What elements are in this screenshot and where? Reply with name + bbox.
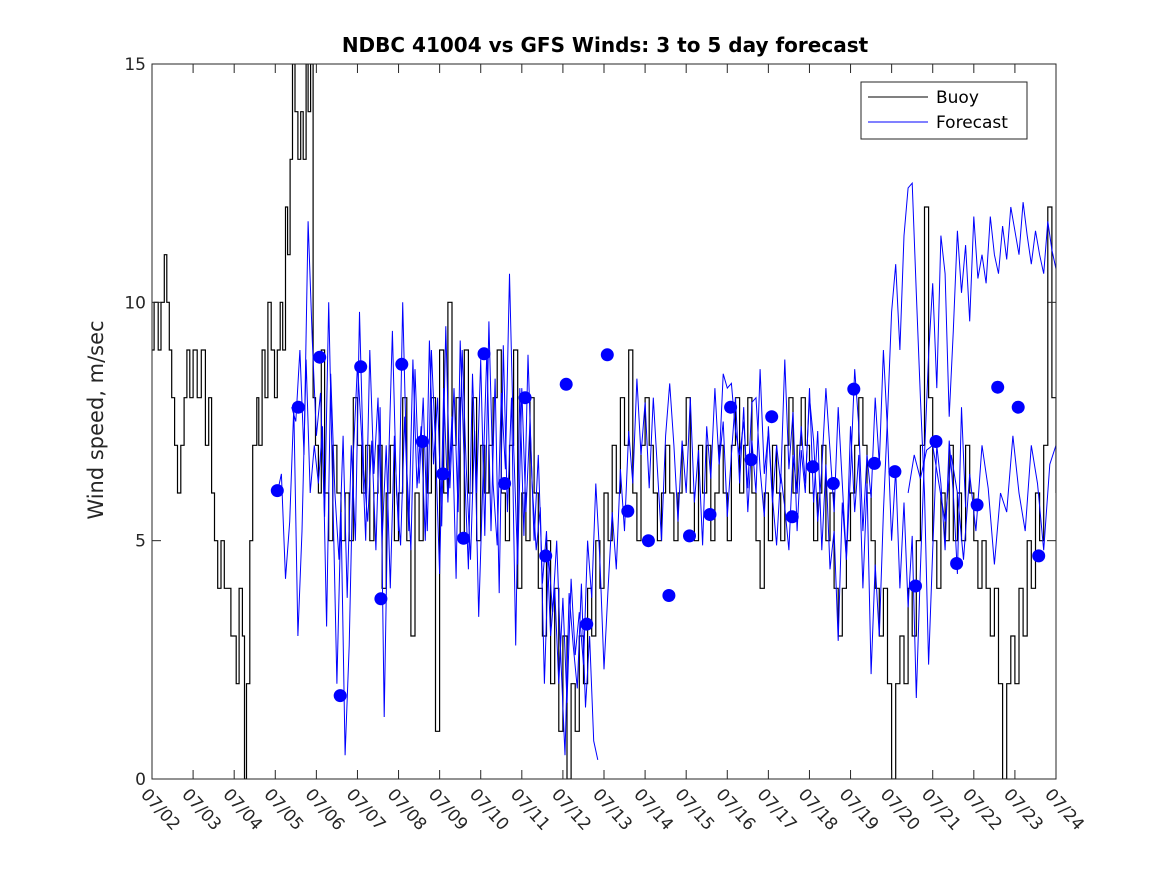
- forecast-point: [313, 350, 327, 364]
- legend-box: [860, 81, 1028, 140]
- forecast-point: [785, 510, 799, 524]
- forecast-point: [847, 382, 861, 396]
- forecast-point: [641, 534, 655, 548]
- forecast-point: [415, 435, 429, 448]
- forecast-point: [806, 460, 820, 474]
- forecast-point: [270, 484, 284, 498]
- forecast-point: [580, 617, 594, 631]
- forecast-series: [276, 181, 1056, 761]
- plot-area: [152, 64, 1056, 779]
- forecast-point: [621, 504, 635, 518]
- legend-label-buoy: Buoy: [936, 88, 979, 108]
- forecast-point: [888, 465, 902, 479]
- forecast-point: [826, 477, 840, 490]
- forecast-point: [354, 360, 368, 374]
- forecast-point: [929, 435, 943, 448]
- forecast-point: [662, 589, 676, 602]
- forecast-point: [909, 579, 922, 593]
- forecast-point: [518, 391, 532, 405]
- buoy-line: [152, 64, 1056, 779]
- y-tick-label: 5: [135, 532, 146, 552]
- forecast-point: [539, 549, 553, 563]
- forecast-point: [991, 380, 1005, 394]
- forecast-line-2: [291, 181, 967, 756]
- forecast-point: [724, 400, 738, 414]
- forecast-points: [270, 347, 1046, 703]
- forecast-point: [498, 477, 512, 490]
- y-tick-label: 10: [124, 293, 146, 313]
- forecast-point: [765, 410, 779, 424]
- forecast-point: [436, 467, 450, 481]
- forecast-point: [395, 357, 409, 371]
- forecast-point: [970, 498, 984, 512]
- forecast-point: [559, 377, 573, 391]
- legend: Buoy Forecast: [860, 81, 1028, 140]
- forecast-point: [457, 531, 470, 545]
- y-tick-label: 15: [124, 55, 146, 75]
- forecast-point: [950, 557, 964, 570]
- forecast-point: [600, 348, 614, 362]
- forecast-point: [333, 689, 347, 703]
- y-axis: 0 5 10 15: [124, 55, 1056, 790]
- forecast-point: [744, 453, 758, 467]
- forecast-point: [374, 592, 388, 606]
- forecast-point: [703, 508, 717, 521]
- y-axis-label: Wind speed, m/sec: [84, 320, 108, 519]
- forecast-point: [477, 347, 491, 361]
- y-tick-label: 0: [135, 770, 146, 790]
- buoy-series: [152, 64, 1056, 779]
- forecast-point: [1011, 400, 1025, 414]
- legend-label-forecast: Forecast: [936, 113, 1008, 133]
- forecast-point: [867, 456, 881, 470]
- forecast-point: [1032, 549, 1046, 563]
- forecast-line-3: [718, 202, 1056, 699]
- forecast-point: [291, 400, 305, 414]
- chart-title: NDBC 41004 vs GFS Winds: 3 to 5 day fore…: [342, 33, 869, 57]
- forecast-point: [683, 529, 696, 543]
